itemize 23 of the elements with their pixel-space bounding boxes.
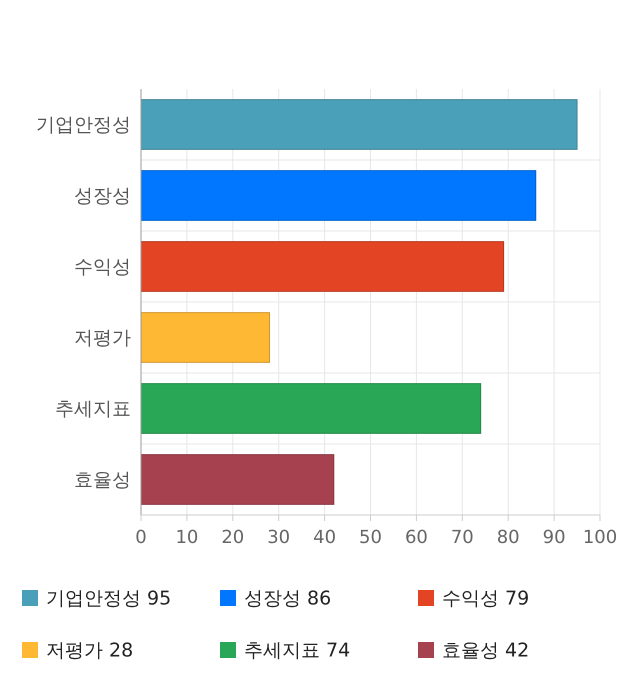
x-tick-label: 70 (450, 527, 474, 548)
legend-label: 저평가 28 (46, 640, 134, 662)
y-tick-label: 추세지표 (55, 398, 131, 420)
x-tick-label: 20 (221, 527, 244, 548)
y-tick-label: 성장성 (74, 185, 131, 208)
legend-label: 기업안정성 95 (46, 588, 172, 610)
legend-label: 수익성 79 (442, 588, 530, 610)
x-tick-label: 80 (496, 527, 520, 548)
x-tick-label: 0 (135, 527, 147, 548)
y-tick-label: 저평가 (74, 327, 131, 350)
x-tick-label: 90 (542, 527, 566, 548)
x-tick-label: 30 (267, 527, 290, 548)
y-tick-label: 수익성 (74, 256, 131, 278)
legend-label: 성장성 86 (244, 588, 332, 610)
legend-label: 추세지표 74 (244, 640, 350, 662)
x-tick-label: 50 (359, 527, 382, 548)
y-tick-label: 기업안정성 (36, 114, 131, 136)
legend-label: 효율성 42 (442, 640, 530, 662)
x-tick-label: 40 (313, 527, 336, 548)
x-tick-label: 10 (175, 527, 198, 548)
x-tick-label: 60 (404, 527, 428, 548)
x-tick-label: 100 (582, 527, 618, 548)
y-tick-label: 효율성 (74, 469, 131, 492)
